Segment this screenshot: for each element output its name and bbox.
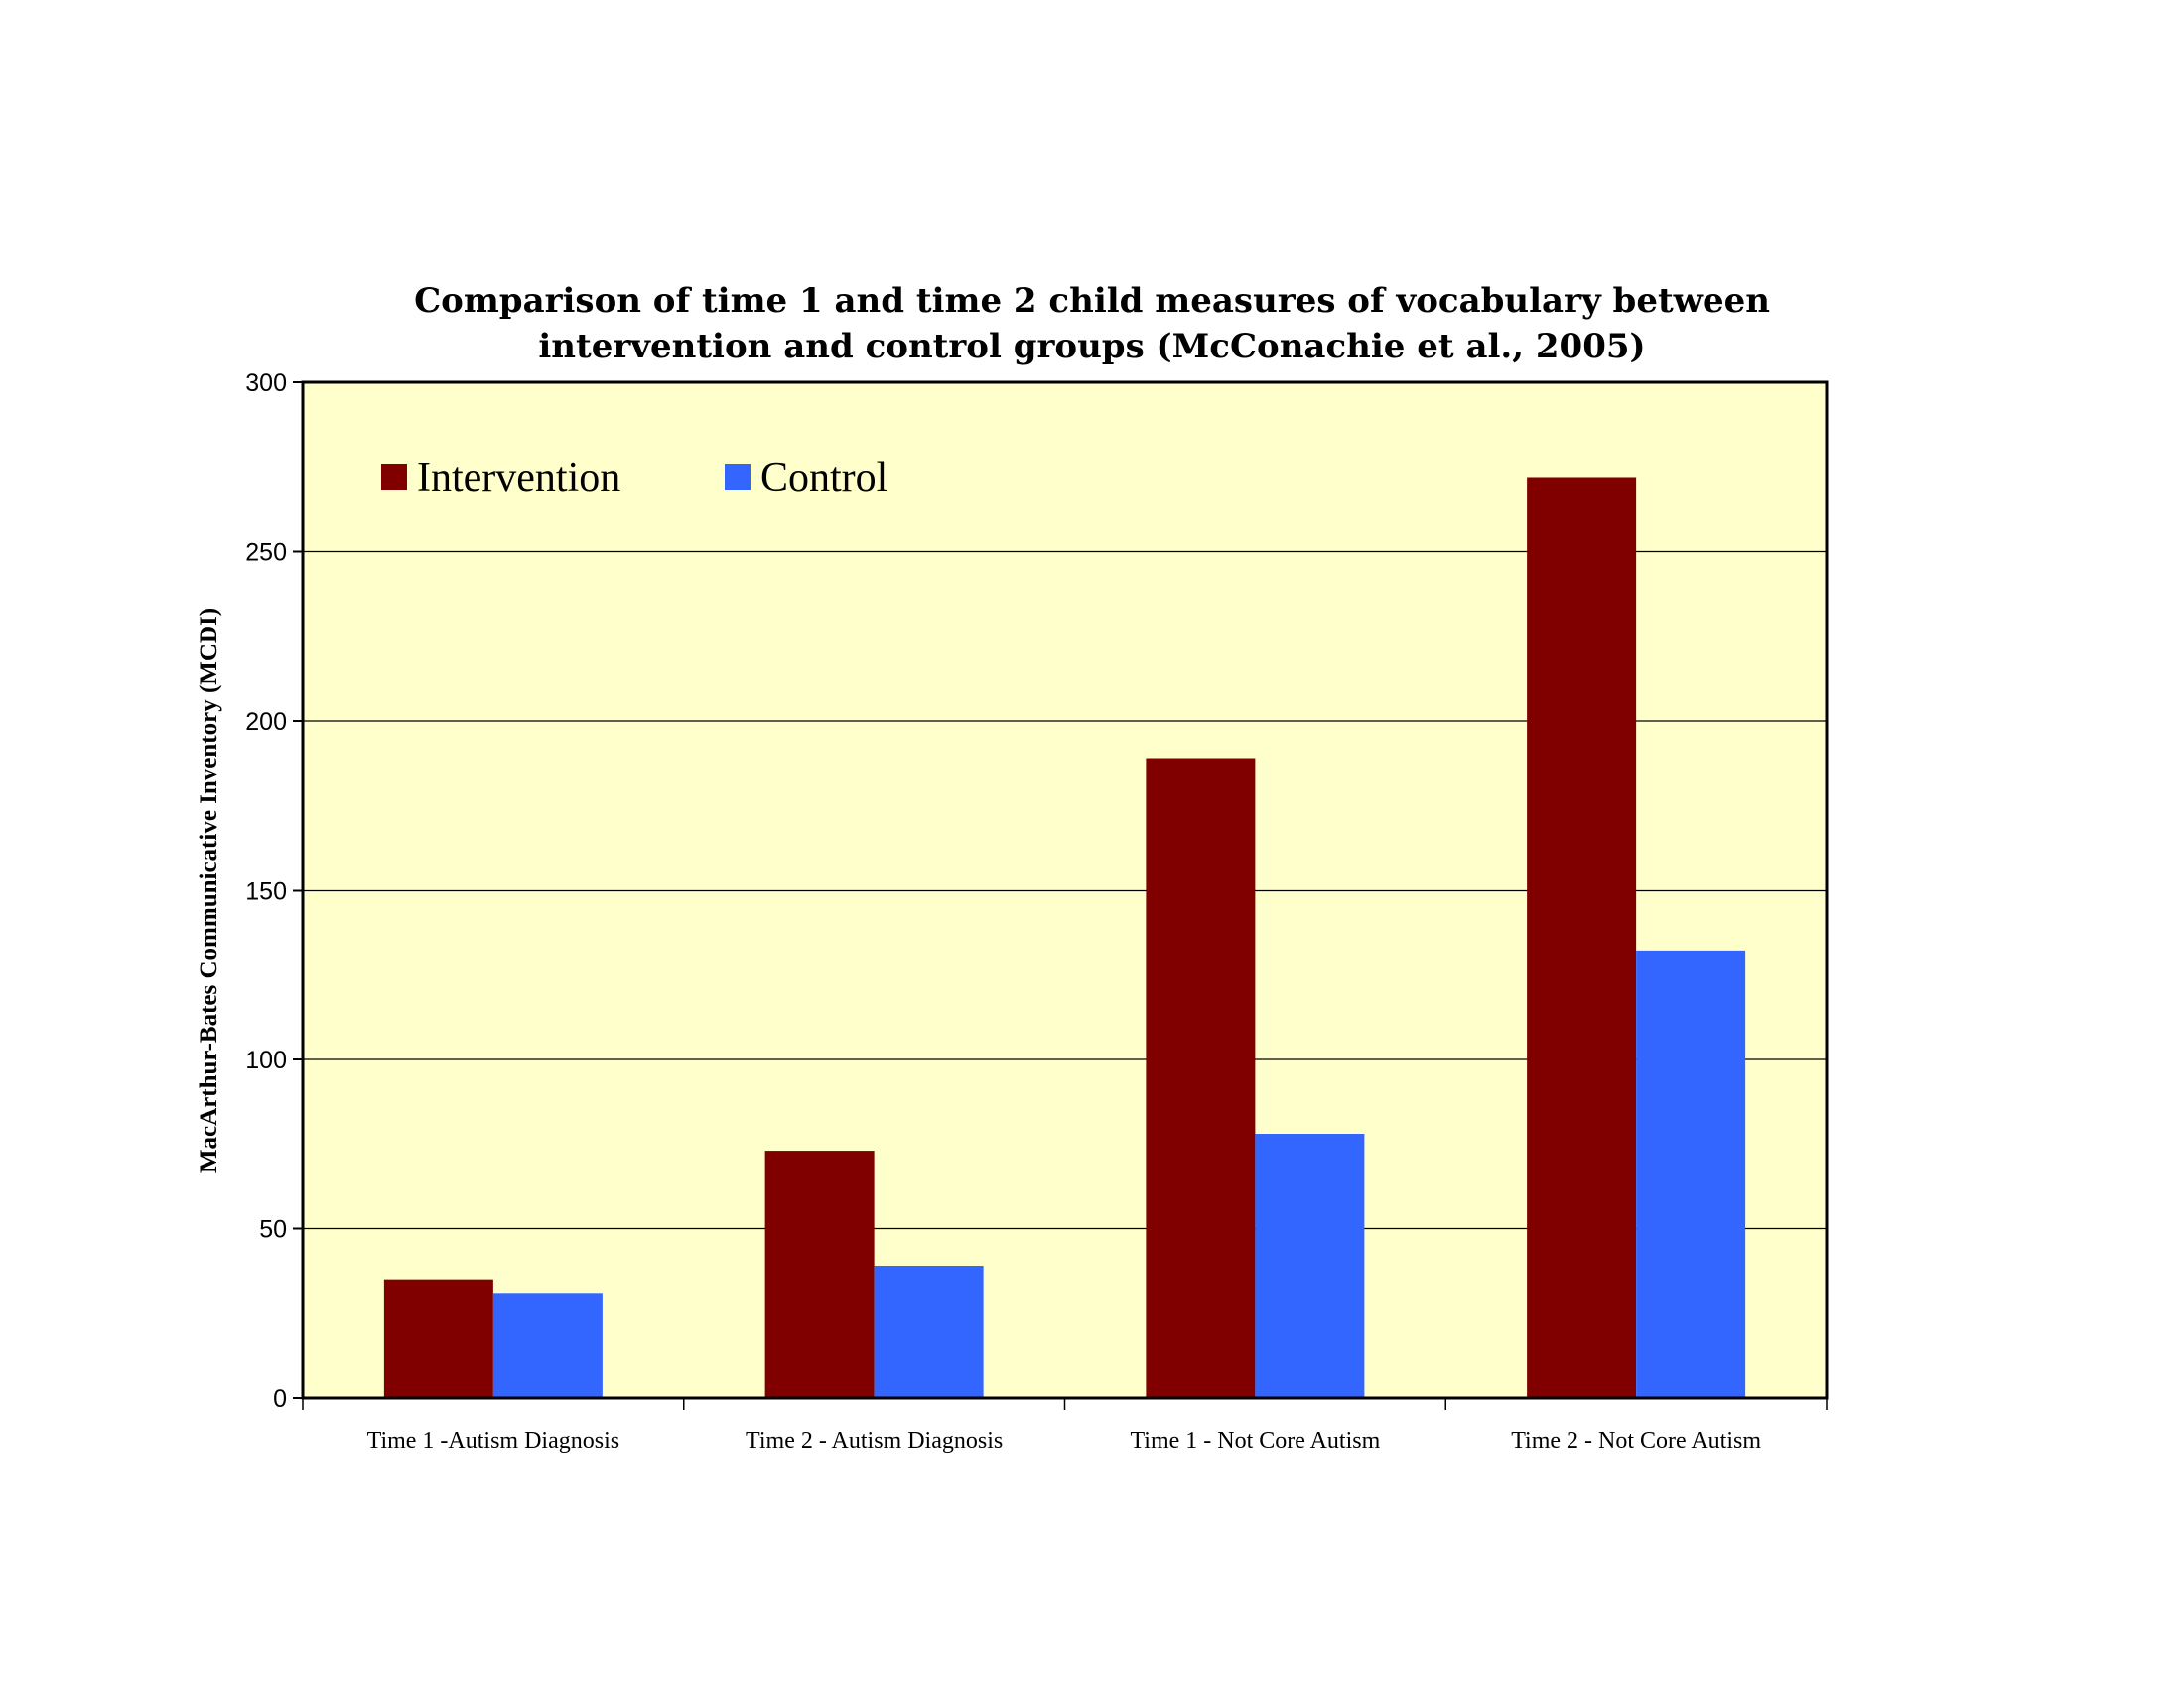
chart-title-line-2: intervention and control groups (McConac… — [538, 327, 1645, 366]
legend-label-control: Control — [760, 455, 887, 500]
y-tick-label: 0 — [273, 1385, 287, 1413]
legend-label-intervention: Intervention — [417, 455, 620, 500]
y-tick-label: 100 — [245, 1047, 287, 1074]
legend: Intervention Control — [381, 455, 887, 500]
bar-control-1 — [492, 1293, 603, 1398]
legend-swatch-control — [725, 464, 751, 490]
bar-control-2 — [874, 1266, 984, 1398]
y-axis: 0 50 100 150 200 250 300 — [245, 369, 303, 1413]
x-tick-label: Time 2 - Not Core Autism — [1511, 1428, 1761, 1454]
bar-intervention-4 — [1527, 477, 1637, 1399]
bars — [383, 477, 1746, 1399]
bar-control-3 — [1255, 1134, 1365, 1398]
legend-swatch-intervention — [381, 464, 407, 490]
y-tick-label: 300 — [245, 369, 287, 397]
y-tick-label: 150 — [245, 878, 287, 906]
x-tick-label: Time 1 -Autism Diagnosis — [367, 1428, 619, 1454]
y-tick-label: 50 — [259, 1216, 287, 1244]
x-tick-label: Time 2 - Autism Diagnosis — [746, 1428, 1003, 1454]
chart-title-line-1: Comparison of time 1 and time 2 child me… — [414, 281, 1770, 321]
bar-control-4 — [1636, 950, 1746, 1398]
y-tick-label: 200 — [245, 708, 287, 736]
x-axis: Time 1 -Autism Diagnosis Time 2 - Autism … — [302, 1398, 1828, 1454]
y-tick-label: 250 — [245, 539, 287, 567]
bar-intervention-3 — [1146, 758, 1256, 1398]
bar-intervention-2 — [764, 1151, 875, 1398]
y-axis-label: MacArthur-Bates Communicative Inventory … — [196, 608, 222, 1173]
bar-intervention-1 — [383, 1279, 493, 1398]
x-tick-label: Time 1 - Not Core Autism — [1130, 1428, 1380, 1454]
